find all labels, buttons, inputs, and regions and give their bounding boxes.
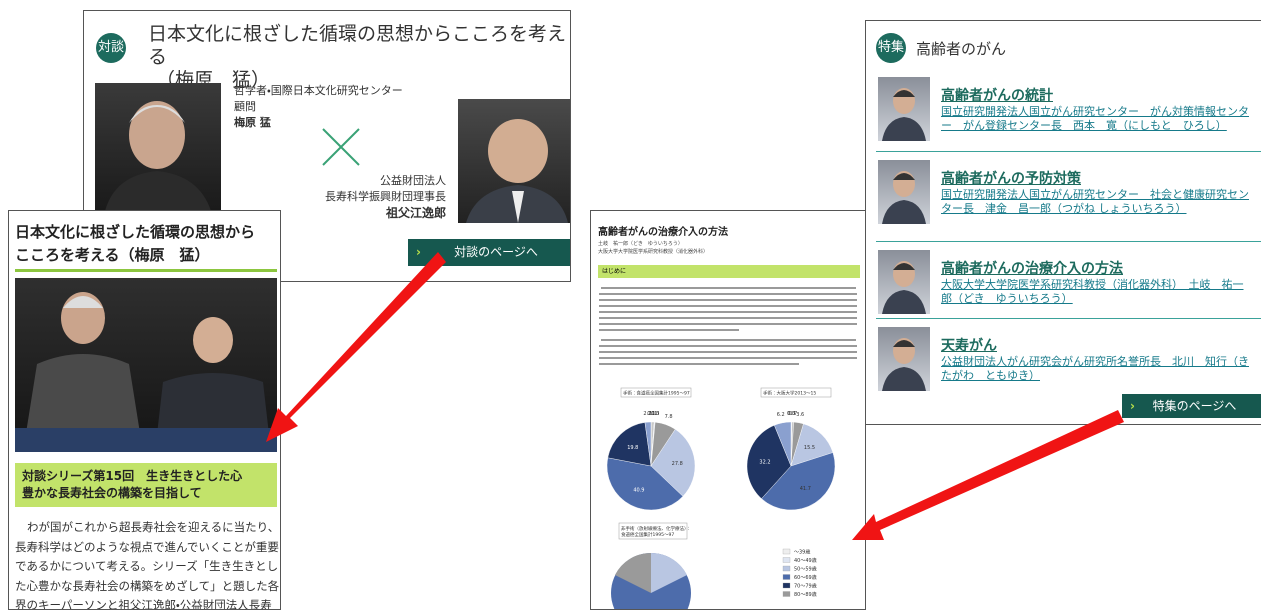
lead-line: 対談シリーズ第15回 生き生きとした心 <box>22 468 270 485</box>
body <box>882 290 926 314</box>
affiliation: 顧問 <box>234 99 403 115</box>
hair <box>893 173 915 180</box>
slice-label: 7.8 <box>665 414 673 420</box>
slice-label: 19.8 <box>627 445 638 451</box>
title-line: 日本文化に根ざした循環の思想からこころを考える <box>148 23 570 69</box>
card-title: 高齢者のがん <box>916 38 1006 59</box>
photo-figure <box>458 99 571 223</box>
photo <box>15 278 277 452</box>
article-body: わが国がこれから超長寿社会を迎えるに当たり、長寿科学はどのような視点で進んでいく… <box>15 518 279 610</box>
divider <box>876 241 1261 242</box>
legend-swatch <box>783 592 790 597</box>
legend-label: 70～79歳 <box>794 583 817 590</box>
photo <box>878 250 930 314</box>
slice-label: 6.2 <box>777 412 785 418</box>
chart-title: 非手術（放射線療法、化学療法）： <box>621 525 691 532</box>
title-line: こころを考える（梅原 猛） <box>15 244 255 267</box>
person-name: 梅原 猛 <box>234 115 403 131</box>
divider <box>876 151 1261 152</box>
report-page: 高齢者がんの治療介入の方法 土岐 祐一郎（どき ゆういちろう） 大阪大学大学院医… <box>590 210 866 610</box>
legend-swatch <box>783 583 790 588</box>
body <box>882 367 926 391</box>
cross-icon <box>320 126 362 168</box>
body-line: 界のキーパーソンと祖父江逸郎・公益財団法人長寿 <box>15 596 279 610</box>
badge: 対談 <box>96 33 126 63</box>
body-line: わが国がこれから超長寿社会を迎えるに当たり、 <box>15 518 279 538</box>
slice-label: 0.3 <box>652 411 660 417</box>
photo-figure <box>95 83 221 211</box>
item-title[interactable]: 高齢者がんの統計 <box>941 85 1053 105</box>
slice-label: 40.9 <box>633 487 644 493</box>
slice-label: 41.7 <box>800 486 811 492</box>
person-name: 祖父江逸郎 <box>324 205 446 221</box>
legend-label: 60～69歳 <box>794 574 817 581</box>
arrow <box>852 410 1124 540</box>
photo-figure <box>878 160 930 224</box>
body-line: であるかについて考える。シリーズ「生き生きとし <box>15 557 279 577</box>
hair <box>893 263 915 270</box>
affiliation: 長寿科学振興財団理事長 <box>324 189 446 205</box>
body-text-placeholder <box>599 287 857 365</box>
lead-box: 対談シリーズ第15回 生き生きとした心 豊かな長寿社会の構築を目指して <box>15 463 277 507</box>
article-title: 日本文化に根ざした循環の思想から こころを考える（梅原 猛） <box>15 221 255 267</box>
slice-label: 32.2 <box>759 459 770 465</box>
legend-label: 80～89歳 <box>794 591 817 598</box>
item-title[interactable]: 天寿がん <box>941 335 997 355</box>
legend-label: 40～49歳 <box>794 557 817 564</box>
photo-figure <box>878 77 930 141</box>
photo-figure <box>15 278 277 452</box>
affiliation: 哲学者・国際日本文化研究センター <box>234 83 403 99</box>
legend-swatch <box>783 566 790 571</box>
item-subtitle[interactable]: 公益財団法人がん研究会がん研究所名誉所長 北川 知行（きたがわ ともゆき） <box>941 355 1253 383</box>
lead-line: 豊かな長寿社会の構築を目指して <box>22 485 270 502</box>
tokushu-card: 特集 高齢者のがん 高齢者がんの統計国立研究開発法人国立がん研究センター がん対… <box>865 20 1261 425</box>
hair <box>893 90 915 97</box>
photo <box>878 77 930 141</box>
body <box>882 200 926 224</box>
item-subtitle[interactable]: 国立研究開発法人国立がん研究センター がん対策情報センター がん登録センター長 … <box>941 105 1253 133</box>
slice-label: 3.6 <box>796 412 804 418</box>
photo <box>458 99 571 223</box>
slice-label: 27.8 <box>672 461 683 467</box>
slice-label: 15.5 <box>804 445 815 451</box>
left-person: 哲学者・国際日本文化研究センター 顧問 梅原 猛 <box>234 83 403 131</box>
slice-label: 2.2 <box>643 411 651 417</box>
affiliation: 公益財団法人 <box>324 173 446 189</box>
item-subtitle[interactable]: 国立研究開発法人国立がん研究センター 社会と健康研究センター長 津金 昌一郎（つ… <box>941 188 1253 216</box>
title-rule <box>15 269 277 272</box>
legend-label: ～39歳 <box>794 549 810 556</box>
legend-swatch <box>783 558 790 563</box>
tokushu-button[interactable]: 特集のページへ <box>1122 394 1261 418</box>
legend-swatch <box>783 575 790 580</box>
title-line: 日本文化に根ざした循環の思想から <box>15 221 255 244</box>
hair <box>893 340 915 347</box>
legend-swatch <box>783 549 790 554</box>
badge: 特集 <box>876 33 906 63</box>
body <box>882 117 926 141</box>
taidan-button[interactable]: 対談のページへ <box>408 239 571 266</box>
body-line: 長寿科学はどのような視点で進んでいくことが重要 <box>15 538 279 558</box>
photo-figure <box>878 250 930 314</box>
photo-figure <box>878 327 930 391</box>
photo <box>878 160 930 224</box>
item-title[interactable]: 高齢者がんの治療介入の方法 <box>941 258 1123 278</box>
item-title[interactable]: 高齢者がんの予防対策 <box>941 168 1081 188</box>
legend-label: 50～59歳 <box>794 566 817 573</box>
photo <box>95 83 221 211</box>
divider <box>876 318 1261 319</box>
body-line: た心豊かな長寿社会の構築をめざして」と題した各 <box>15 577 279 597</box>
chart-title: 食道癌全国集計1995～97 <box>621 531 674 538</box>
item-subtitle[interactable]: 大阪大学大学院医学系研究科教授（消化器外科） 土岐 祐一郎（どき ゆういちろう） <box>941 278 1253 306</box>
right-person: 公益財団法人 長寿科学振興財団理事長 祖父江逸郎 <box>324 173 446 221</box>
card-title: 日本文化に根ざした循環の思想からこころを考える （梅原 猛） <box>148 23 570 92</box>
article-page: 日本文化に根ざした循環の思想から こころを考える（梅原 猛） 対談シリーズ第15… <box>8 210 281 610</box>
photo <box>878 327 930 391</box>
page: { "taidan_card": { "badge": "対談", "title… <box>0 0 1261 601</box>
chart-title: 手術：食道癌全国集計1995～97 <box>623 390 690 397</box>
chart-title: 手術：大阪大学2013～15 <box>763 390 816 397</box>
